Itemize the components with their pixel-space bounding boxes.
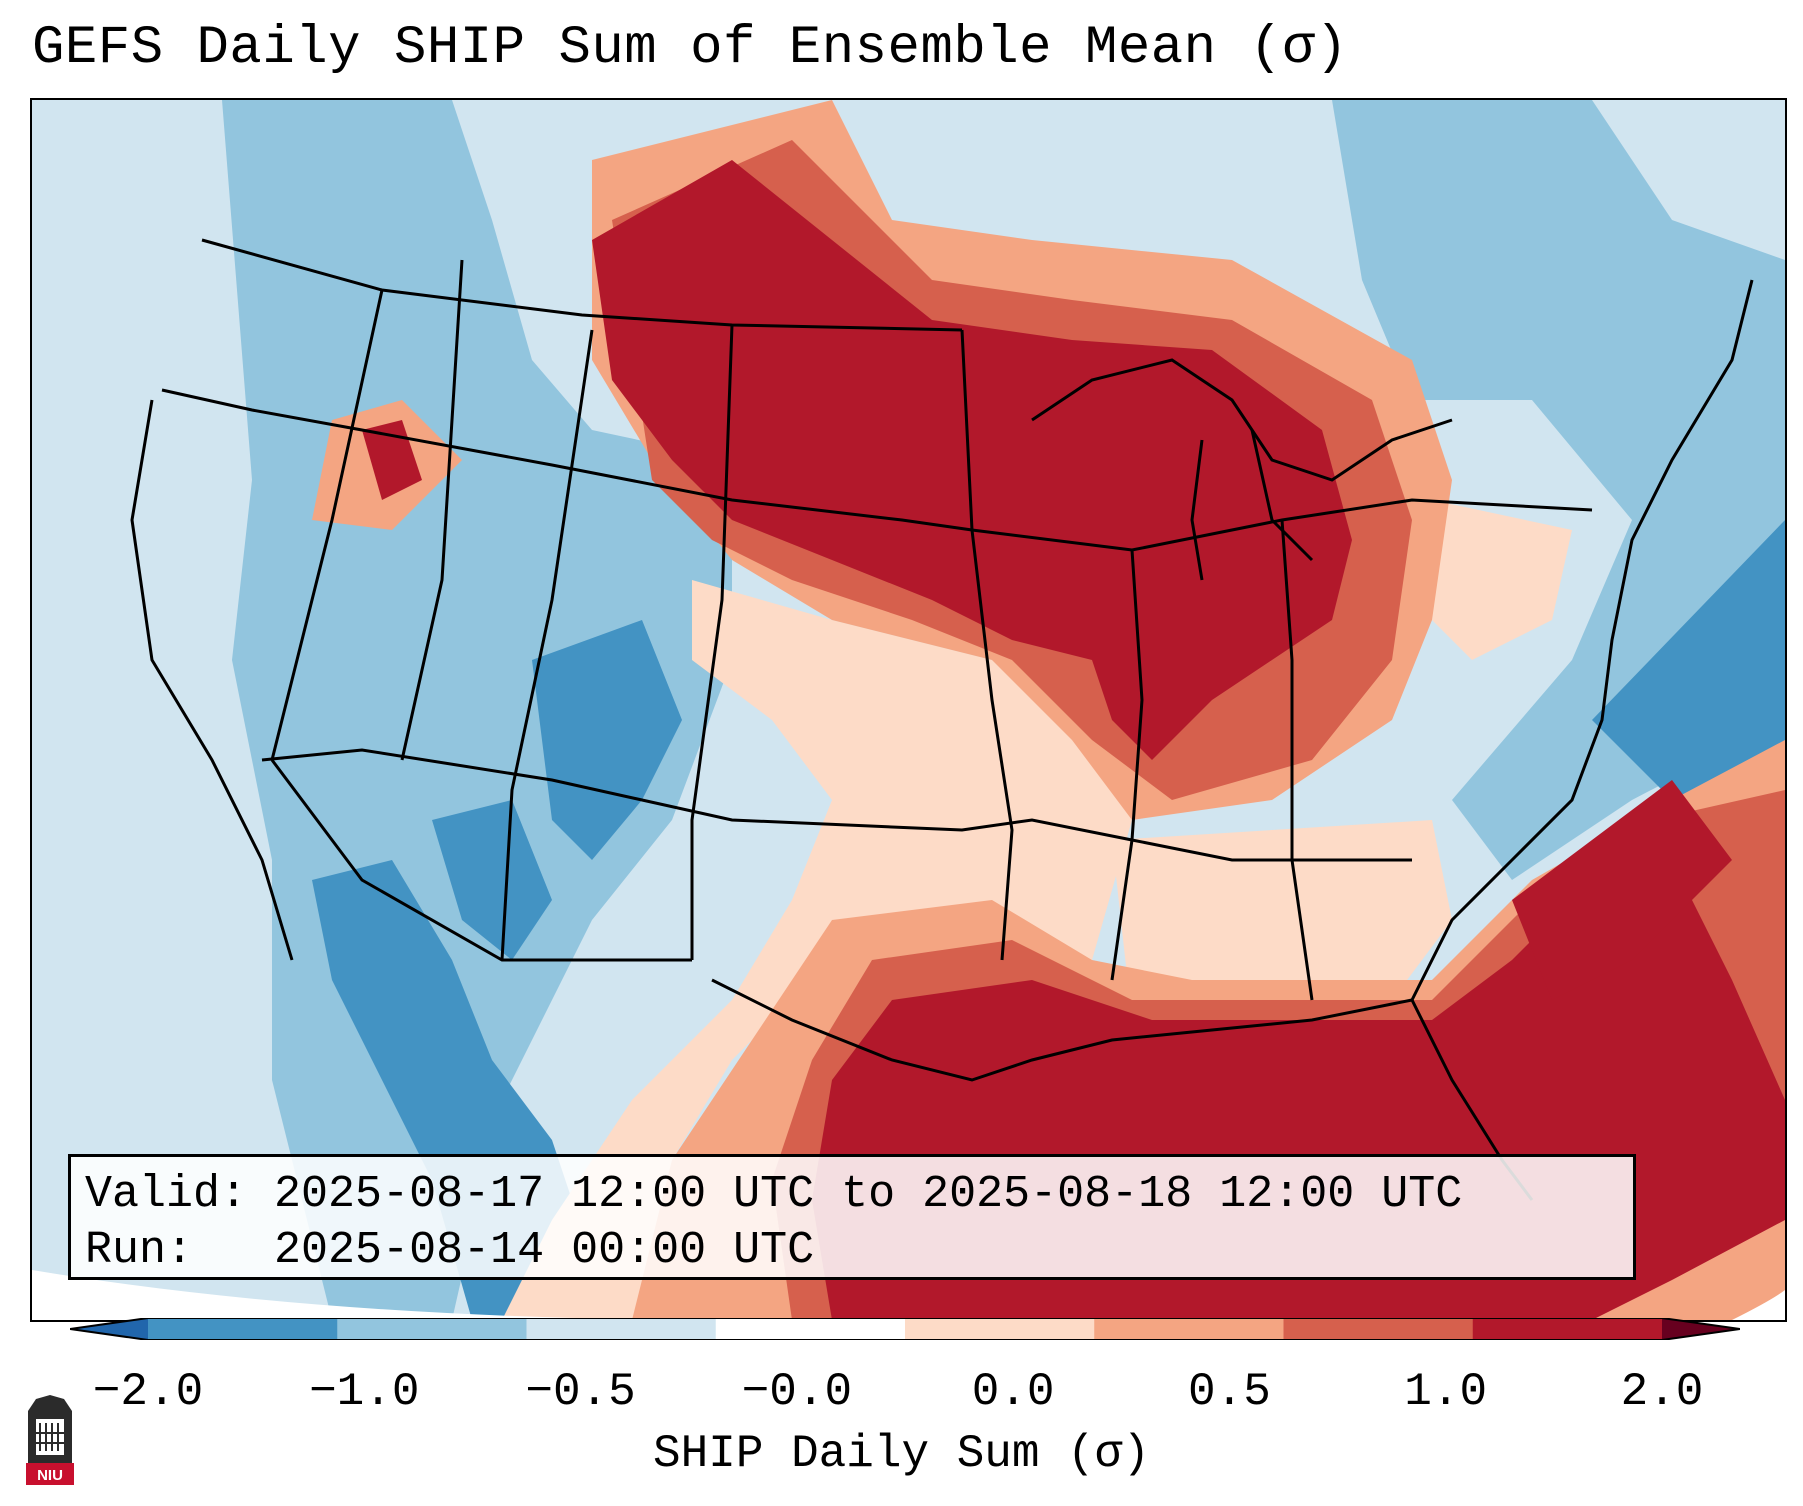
colorbar-tick-label: −0.0 [741,1366,853,1418]
region-pa-salmon [1412,500,1572,660]
map-panel: Valid: 2025-08-17 12:00 UTC to 2025-08-1… [30,98,1787,1322]
colorbar-label: SHIP Daily Sum (σ) [653,1428,1150,1480]
colorbar-segment [1094,1318,1284,1340]
colorbar-segment [1283,1318,1474,1340]
colorbar-tick-label: −1.0 [309,1366,420,1418]
region-arizona-dark-blue [432,800,552,960]
colorbar-extend-low [70,1318,148,1340]
colorbar-segment [526,1318,717,1340]
niu-logo-icon: NIU [26,1395,74,1485]
anomaly-map [32,100,1785,1320]
region-atlantic-dark-blue [1592,520,1785,800]
region-southeast-salmon [1112,820,1452,1020]
valid-label: Valid: [85,1169,248,1220]
valid-run-box: Valid: 2025-08-17 12:00 UTC to 2025-08-1… [68,1154,1636,1280]
colorbar-tick-label: −0.5 [525,1366,636,1418]
colorbar-segment [1472,1318,1663,1340]
logo-text: NIU [37,1467,63,1484]
colorbar-segment [337,1318,527,1340]
run-row: Run: 2025-08-14 00:00 UTC [85,1223,1619,1279]
run-label: Run: [85,1225,194,1276]
colorbar-tick-label: 0.0 [971,1366,1055,1418]
region-upper-midwest-core [592,160,1352,760]
valid-row: Valid: 2025-08-17 12:00 UTC to 2025-08-1… [85,1167,1619,1223]
run-value: 2025-08-14 00:00 UTC [274,1225,815,1276]
colorbar-segment [148,1318,338,1340]
colorbar-extend-high [1662,1318,1740,1340]
chart-title: GEFS Daily SHIP Sum of Ensemble Mean (σ) [32,18,1349,79]
region-idaho-red [362,420,422,500]
region-colorado-dark-blue [532,620,682,860]
colorbar-segment [905,1318,1095,1340]
state-boundaries [130,238,1754,1201]
projection-edge-left [32,1270,732,1320]
region-atlantic-core [1512,780,1732,1000]
colorbar [70,1318,1740,1340]
colorbar-segment [715,1318,906,1340]
colorbar-tick-label: −2.0 [92,1366,204,1418]
projection-edge-right [1732,1290,1785,1320]
colorbar-tick-label: 2.0 [1620,1366,1704,1418]
colorbar-tick-label: 1.0 [1404,1366,1488,1418]
colorbar-tick-label: 0.5 [1188,1366,1271,1418]
valid-value: 2025-08-17 12:00 UTC to 2025-08-18 12:00… [274,1169,1463,1220]
